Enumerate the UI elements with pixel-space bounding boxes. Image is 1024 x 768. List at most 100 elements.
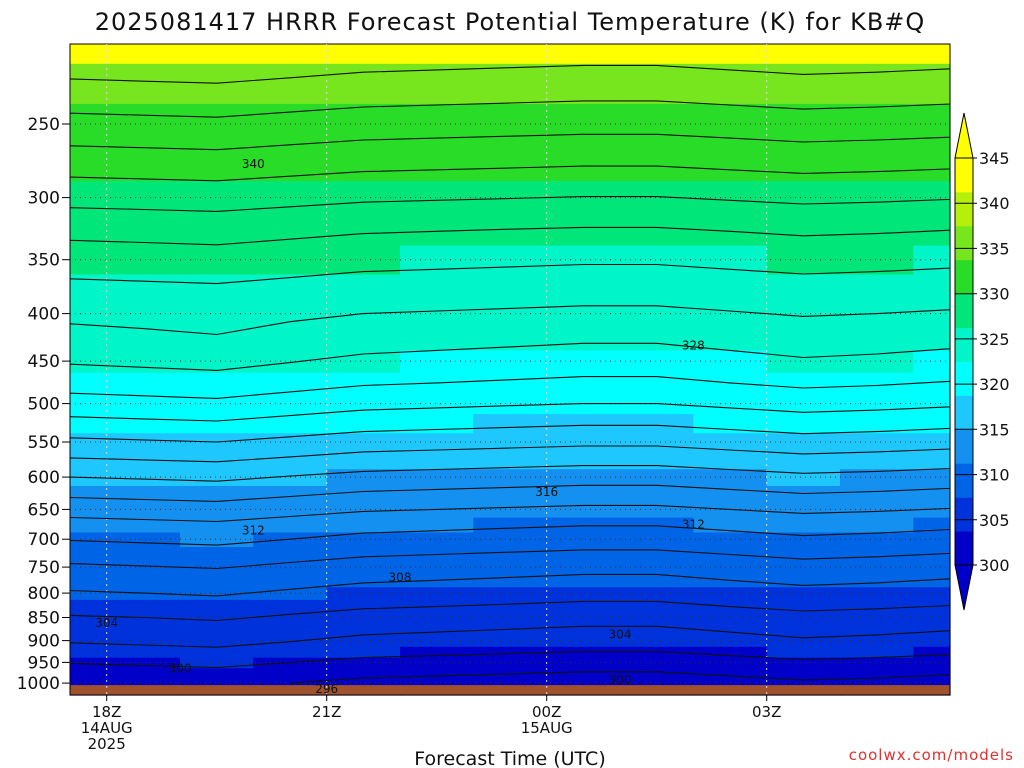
theta-cell (546, 273, 621, 302)
theta-cell (180, 180, 254, 215)
contour-line (69, 549, 951, 570)
theta-cell (913, 413, 951, 434)
theta-cell (70, 532, 108, 547)
colorbar-segment (955, 463, 973, 498)
theta-cell (840, 573, 914, 588)
theta-cell (326, 349, 401, 373)
ground-surface (70, 685, 950, 695)
theta-cell (180, 623, 254, 636)
theta-cell (620, 573, 694, 588)
theta-cell (546, 560, 621, 575)
contour-line (69, 165, 951, 182)
theta-cell (106, 635, 181, 647)
theta-cell (70, 432, 108, 452)
colorbar-segment (955, 225, 973, 261)
theta-cell (840, 326, 914, 351)
theta-cell (766, 326, 841, 351)
theta-cell (400, 623, 474, 636)
contour-line (289, 671, 951, 684)
theta-cell (546, 245, 621, 275)
contour-line (69, 625, 951, 648)
theta-cell (546, 372, 621, 394)
theta-cell (326, 517, 401, 533)
theta-cell (766, 517, 841, 533)
theta-cell (473, 667, 548, 679)
theta-cell (400, 451, 474, 470)
theta-cell (326, 546, 401, 561)
contour-line (69, 342, 951, 371)
theta-cell (400, 180, 474, 215)
theta-cell (400, 468, 474, 486)
contour-label: 312 (682, 518, 705, 532)
theta-cell (620, 451, 694, 470)
theta-cell (766, 44, 841, 64)
theta-cell (766, 468, 841, 486)
theta-cell (766, 103, 841, 145)
contour-label: 300 (169, 662, 192, 676)
theta-cell (546, 349, 621, 373)
theta-cell (70, 667, 108, 679)
contour-labels: 340 328 316 312 312 308 304 304 300 300 296 (95, 157, 705, 696)
theta-cell (620, 635, 694, 647)
theta-cell (620, 300, 694, 327)
theta-cell (253, 413, 328, 434)
theta-cell (106, 468, 181, 486)
theta-cell (70, 63, 108, 104)
colorbar-segment (955, 531, 973, 566)
credit-link[interactable]: coolwx.com/models (849, 746, 1014, 764)
theta-cell (326, 657, 401, 669)
theta-cell (546, 44, 621, 64)
theta-cell (253, 546, 328, 561)
theta-cell (400, 143, 474, 181)
colorbar-segment (955, 191, 973, 227)
theta-cell (766, 300, 841, 327)
theta-cell (106, 245, 181, 275)
theta-cell (913, 573, 951, 588)
theta-cell (106, 214, 181, 246)
colorbar-label: 325 (979, 330, 1010, 349)
theta-cell (326, 646, 401, 658)
theta-cell (106, 599, 181, 613)
colorbar-label: 300 (979, 556, 1010, 575)
theta-cell (326, 432, 401, 452)
theta-cell (253, 599, 328, 613)
theta-cell (693, 44, 768, 64)
theta-cell (180, 501, 254, 518)
theta-cell (326, 599, 401, 613)
theta-cell (620, 611, 694, 625)
chart-title: 2025081417 HRRR Forecast Potential Tempe… (95, 8, 926, 36)
colorbar-over-arrow (954, 112, 974, 159)
theta-cell (180, 349, 254, 373)
contour-line (69, 424, 951, 443)
contour-line (69, 651, 951, 669)
x-axis-label: Forecast Time (UTC) (414, 748, 605, 768)
theta-cell (473, 413, 548, 434)
theta-cell (546, 451, 621, 470)
theta-cell (70, 143, 108, 181)
theta-cell (913, 451, 951, 470)
theta-cell (70, 573, 108, 588)
theta-cell (106, 532, 181, 547)
theta-cell (840, 44, 914, 64)
theta-cell (106, 273, 181, 302)
theta-cell (326, 532, 401, 547)
theta-cell (70, 451, 108, 470)
contour-line (69, 484, 951, 502)
theta-cell (326, 44, 401, 64)
theta-cell (180, 214, 254, 246)
theta-cell (546, 468, 621, 486)
theta-cell (106, 349, 181, 373)
theta-cell (546, 214, 621, 246)
colorbar-label: 315 (979, 420, 1010, 439)
theta-cell (106, 517, 181, 533)
theta-cell (840, 413, 914, 434)
theta-cell (766, 245, 841, 275)
theta-cell (326, 393, 401, 415)
theta-cell (840, 646, 914, 658)
theta-cell (70, 646, 108, 658)
theta-cell (693, 451, 768, 470)
theta-cell (253, 667, 328, 679)
theta-cell (473, 44, 548, 64)
y-tick-label: 950 (28, 653, 60, 673)
